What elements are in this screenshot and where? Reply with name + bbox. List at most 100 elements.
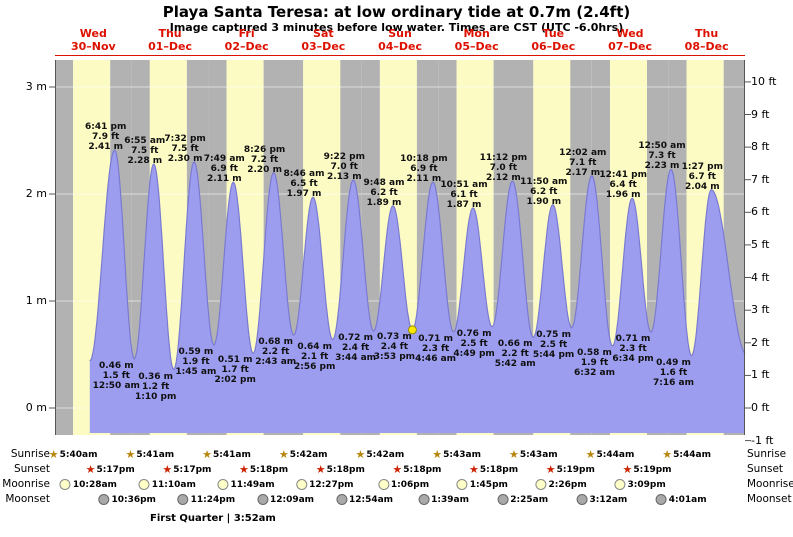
y-axis-ft-label: 1 ft [751, 368, 770, 382]
low-tide-annotation: 0.46 m 1.5 ft 12:50 am [92, 360, 140, 391]
moonrise-time-item: 11:10am [138, 478, 196, 491]
high-tide-annotation: 8:46 am 6.5 ft 1.97 m [283, 169, 325, 200]
moonrise-time-item: 10:28am [59, 478, 117, 491]
sunset-time-item: ★ 5:19pm [622, 463, 671, 476]
sunrise-time: 5:40am [59, 449, 98, 460]
day-header: Thu 08–Dec [668, 27, 745, 53]
moonset-circle-icon [335, 494, 347, 505]
moonset-circle-icon [418, 494, 430, 505]
sunrise-time-item: ★ 5:44am [662, 448, 711, 461]
day-header: Fri 02–Dec [208, 27, 285, 53]
day-name: Tue [542, 27, 565, 40]
moonset-time-item: 12:54am [335, 493, 394, 506]
day-date: 01–Dec [148, 40, 192, 53]
day-date: 06–Dec [531, 40, 576, 53]
moonset-circle-icon [98, 494, 110, 505]
low-tide-annotation: 0.68 m 2.2 ft 2:43 am [255, 337, 297, 368]
y-axis-ft-label: 2 ft [751, 335, 770, 349]
moonrise-row-label-left: Moonrise [2, 478, 50, 490]
moonset-time: 3:12am [589, 494, 628, 505]
moonset-time: 4:01am [668, 494, 707, 505]
moonset-row-label-left: Moonset [5, 493, 50, 505]
moonset-time-item: 11:24pm [177, 493, 235, 506]
day-header: Thu 01–Dec [132, 27, 209, 53]
moonrise-circle-icon [217, 479, 229, 490]
day-date: 07–Dec [608, 40, 652, 53]
sunset-time: 5:17pm [173, 464, 212, 475]
sunrise-time: 5:43am [443, 449, 481, 460]
sunset-star-icon: ★ [239, 463, 249, 476]
moonrise-time-item: 12:27pm [296, 478, 354, 491]
day-name: Thu [695, 27, 719, 40]
moonset-time-item: 3:12am [576, 493, 627, 506]
moonset-circle-icon [256, 494, 268, 505]
sunset-time: 5:19pm [556, 464, 595, 475]
sunset-time-item: ★ 5:17pm [162, 463, 211, 476]
moonset-circle-icon [177, 494, 189, 505]
low-tide-annotation: 0.49 m 1.6 ft 7:16 am [653, 357, 694, 388]
moonset-time: 2:25am [510, 494, 549, 505]
sunrise-star-icon: ★ [278, 448, 289, 461]
day-date: 02–Dec [224, 40, 269, 53]
current-time-marker [407, 325, 417, 335]
day-date: 30–Nov [70, 40, 116, 53]
tide-area [89, 150, 746, 433]
moonrise-circle-icon [377, 479, 389, 490]
chart-title: Playa Santa Teresa: at low ordinary tide… [162, 3, 631, 21]
moonset-circle-icon [576, 494, 588, 505]
moonset-time-item: 10:36pm [98, 493, 156, 506]
sunset-time: 5:17pm [96, 464, 135, 475]
moonset-time: 12:09am [269, 494, 315, 505]
low-tide-annotation: 0.64 m 2.1 ft 2:56 pm [294, 341, 336, 372]
moonrise-row-label-right: Moonrise [747, 478, 793, 490]
sunset-row-label-left: Sunset [13, 463, 50, 475]
low-tide-annotation: 0.71 m 2.3 ft 4:46 am [415, 334, 457, 364]
moonrise-circle-icon [59, 479, 71, 490]
moonset-time-item: 2:25am [497, 493, 548, 506]
sunset-time: 5:19pm [633, 464, 672, 475]
sunrise-time: 5:42am [366, 449, 405, 460]
moonrise-time: 1:45pm [469, 479, 508, 490]
high-tide-annotation: 1:27 pm 6.7 ft 2.04 m [681, 161, 723, 192]
sunrise-time-item: ★ 5:41am [202, 448, 251, 461]
day-header: Mon 05–Dec [438, 27, 515, 53]
day-header: Wed 30–Nov [55, 27, 132, 53]
sunset-star-icon: ★ [469, 463, 479, 476]
high-tide-annotation: 11:12 pm 7.0 ft 2.12 m [479, 153, 528, 184]
moonrise-time-item: 11:49am [217, 478, 275, 491]
sunrise-time: 5:43am [519, 449, 558, 460]
sunset-time-item: ★ 5:18pm [392, 463, 441, 476]
sunrise-star-icon: ★ [508, 448, 519, 461]
sunrise-star-icon: ★ [48, 448, 59, 461]
moonrise-time-item: 2:26pm [535, 478, 587, 491]
moon-phase-note: First Quarter | 3:52am [150, 513, 276, 524]
low-tide-annotation: 0.76 m 2.5 ft 4:49 pm [453, 328, 495, 359]
day-name: Wed [616, 27, 644, 40]
low-tide-annotation: 0.75 m 2.5 ft 5:44 pm [532, 329, 575, 360]
sunrise-star-icon: ★ [202, 448, 213, 461]
high-tide-annotation: 8:26 pm 7.2 ft 2.20 m [243, 144, 286, 175]
moonrise-time: 11:10am [151, 479, 196, 490]
day-header: Wed 07–Dec [592, 27, 669, 53]
high-tide-annotation: 9:48 am 6.2 ft 1.89 m [363, 177, 405, 208]
sunrise-time-item: ★ 5:44am [586, 448, 635, 461]
moonset-time: 12:54am [348, 494, 394, 505]
day-date: 05–Dec [454, 40, 499, 53]
moonset-time-item: 1:39am [418, 493, 469, 506]
day-name: Wed [79, 27, 107, 40]
y-axis-ft-label: 9 ft [751, 107, 770, 121]
sunset-time-item: ★ 5:18pm [239, 463, 288, 476]
sunset-time-item: ★ 5:18pm [469, 463, 518, 476]
sunrise-time: 5:41am [136, 449, 175, 460]
moonrise-circle-icon [535, 479, 547, 490]
high-tide-annotation: 12:50 am 7.3 ft 2.23 m [638, 141, 686, 172]
sunrise-time: 5:42am [289, 449, 328, 460]
day-date: 03–Dec [301, 40, 346, 53]
day-name: Sat [313, 27, 334, 40]
low-tide-annotation: 0.71 m 2.3 ft 6:34 pm [612, 334, 654, 364]
y-axis-ft-label: 5 ft [751, 237, 770, 251]
high-tide-annotation: 10:18 pm 6.9 ft 2.11 m [400, 154, 448, 185]
y-axis-ft-label: -1 ft [751, 433, 774, 447]
y-axis-ft-label: 4 ft [751, 270, 770, 284]
